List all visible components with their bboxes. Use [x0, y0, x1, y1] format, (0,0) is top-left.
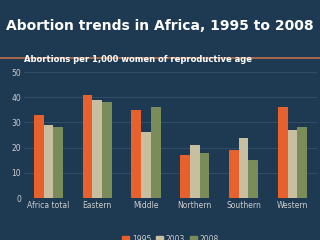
Bar	[278, 107, 287, 198]
Bar	[151, 107, 161, 198]
Bar	[34, 115, 44, 198]
Bar	[249, 160, 258, 198]
Bar	[53, 127, 63, 198]
Legend: 1995, 2003, 2008: 1995, 2003, 2008	[119, 232, 222, 240]
Text: Abortion trends in Africa, 1995 to 2008: Abortion trends in Africa, 1995 to 2008	[6, 19, 314, 33]
Bar	[200, 153, 210, 198]
Bar	[102, 102, 112, 198]
Bar	[83, 95, 92, 198]
Bar	[190, 145, 200, 198]
Bar	[287, 130, 297, 198]
Bar	[44, 125, 53, 198]
Bar	[141, 132, 151, 198]
Bar	[239, 138, 248, 198]
Bar	[92, 100, 102, 198]
Bar	[229, 150, 239, 198]
Bar	[297, 127, 307, 198]
Bar	[180, 155, 190, 198]
Text: Abortions per 1,000 women of reproductive age: Abortions per 1,000 women of reproductiv…	[24, 55, 252, 64]
Bar	[131, 110, 141, 198]
